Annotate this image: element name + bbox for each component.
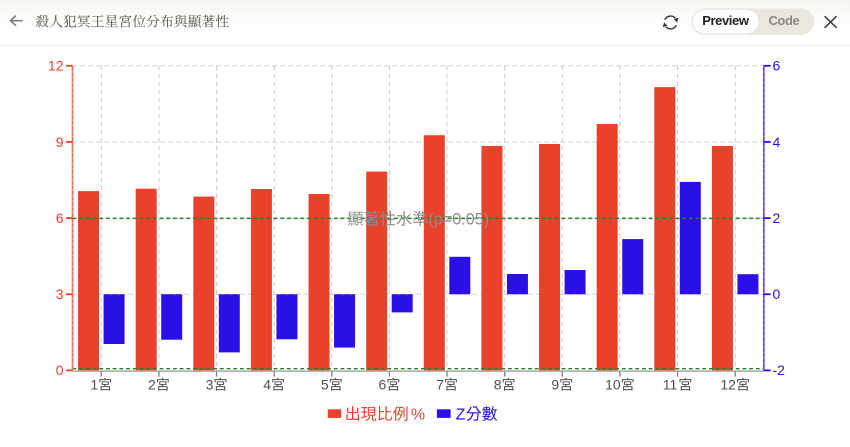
svg-text:10: 10 xyxy=(605,377,621,393)
svg-text:3: 3 xyxy=(56,286,64,302)
svg-text:3: 3 xyxy=(206,377,214,393)
svg-text:7: 7 xyxy=(436,377,444,393)
svg-text:1: 1 xyxy=(90,377,98,393)
svg-text:12: 12 xyxy=(720,377,736,393)
svg-text:Z: Z xyxy=(456,407,466,424)
svg-text:6: 6 xyxy=(379,377,387,393)
svg-text:4: 4 xyxy=(773,134,781,150)
svg-text:0: 0 xyxy=(56,362,64,378)
svg-text:%: % xyxy=(411,407,425,424)
svg-text:6: 6 xyxy=(56,210,64,226)
svg-text:6: 6 xyxy=(773,58,781,74)
svg-text:9: 9 xyxy=(551,377,559,393)
svg-text:5: 5 xyxy=(321,377,329,393)
svg-text:4: 4 xyxy=(263,377,271,393)
svg-text:2: 2 xyxy=(773,210,781,226)
svg-text:-2: -2 xyxy=(773,362,786,378)
svg-text:8: 8 xyxy=(494,377,502,393)
svg-text:0: 0 xyxy=(773,286,781,302)
svg-text:Code: Code xyxy=(768,13,799,28)
svg-text:9: 9 xyxy=(56,134,64,150)
svg-text:12: 12 xyxy=(48,58,64,74)
svg-text:11: 11 xyxy=(663,377,678,393)
svg-text:2: 2 xyxy=(148,377,156,393)
svg-text:(p=0.05): (p=0.05) xyxy=(428,211,489,229)
svg-text:Preview: Preview xyxy=(702,13,750,28)
